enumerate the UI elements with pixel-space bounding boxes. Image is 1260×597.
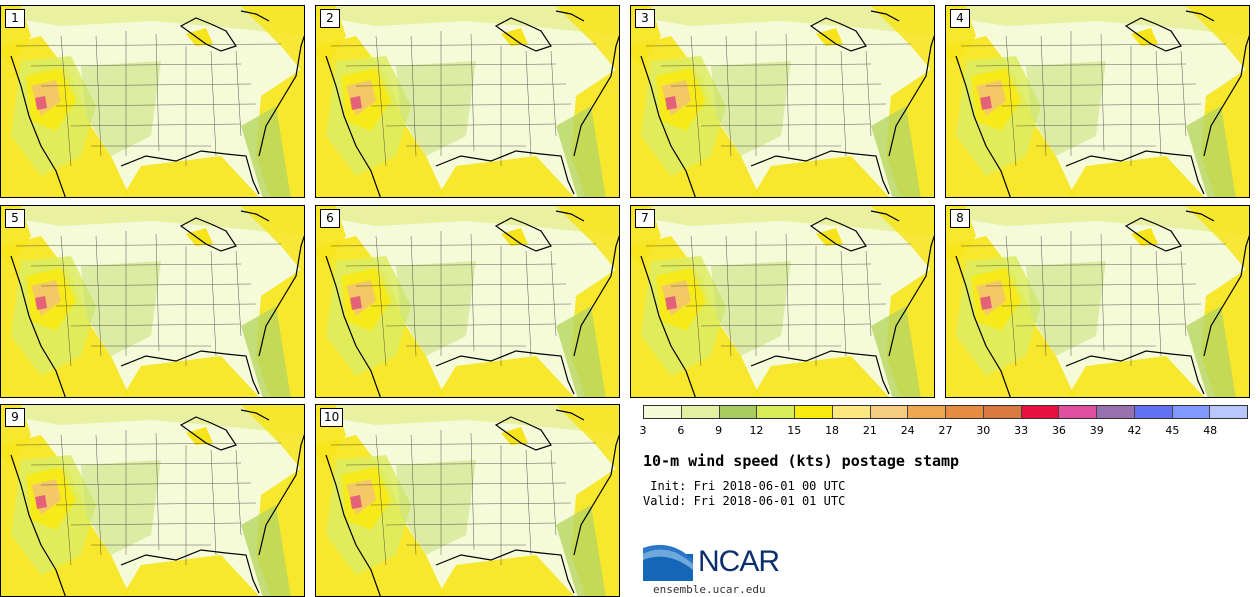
postage-stamp-10[interactable]: 10 bbox=[315, 404, 620, 597]
colorbar-tick-label: 12 bbox=[749, 424, 764, 437]
colorbar-tick-label: 39 bbox=[1089, 424, 1104, 437]
colorbar-swatch bbox=[718, 406, 757, 418]
colorbar-tick-label: 18 bbox=[825, 424, 840, 437]
colorbar-swatch bbox=[831, 406, 870, 418]
colorbar-swatch bbox=[982, 406, 1021, 418]
colorbar-swatch bbox=[680, 406, 719, 418]
stamp-number-label: 10 bbox=[320, 408, 344, 427]
colorbar-tick-label: 9 bbox=[715, 424, 723, 437]
map-title: 10-m wind speed (kts) postage stamp bbox=[643, 452, 960, 470]
stamp-number-label: 1 bbox=[5, 9, 25, 28]
postage-stamp-7[interactable]: 7 bbox=[630, 205, 935, 398]
colorbar-swatch bbox=[794, 406, 832, 418]
stamp-number-label: 6 bbox=[320, 209, 340, 228]
ncar-logo-icon bbox=[643, 544, 693, 581]
colorbar-swatch bbox=[756, 406, 794, 418]
colorbar-swatch bbox=[1133, 406, 1172, 418]
colorbar-tick-label: 30 bbox=[976, 424, 991, 437]
stamp-number-label: 9 bbox=[5, 408, 25, 427]
init-time: Init: Fri 2018-06-01 00 UTC bbox=[643, 479, 846, 493]
colorbar-swatch bbox=[644, 406, 681, 418]
stamp-number-label: 2 bbox=[320, 9, 340, 28]
colorbar-swatch bbox=[945, 406, 983, 418]
colorbar-swatch bbox=[1209, 406, 1247, 418]
postage-stamp-3[interactable]: 3 bbox=[630, 5, 935, 198]
site-url: ensemble.ucar.edu bbox=[653, 583, 766, 596]
postage-stamp-9[interactable]: 9 bbox=[0, 404, 305, 597]
postage-stamp-8[interactable]: 8 bbox=[945, 205, 1250, 398]
colorbar-tick-label: 6 bbox=[677, 424, 685, 437]
colorbar-swatch bbox=[1096, 406, 1134, 418]
colorbar-tick-label: 24 bbox=[900, 424, 915, 437]
colorbar-tick-label: 42 bbox=[1127, 424, 1142, 437]
colorbar-swatch bbox=[1171, 406, 1210, 418]
postage-stamp-6[interactable]: 6 bbox=[315, 205, 620, 398]
colorbar-tick-label: 48 bbox=[1203, 424, 1218, 437]
stamp-number-label: 5 bbox=[5, 209, 25, 228]
colorbar bbox=[643, 405, 1248, 419]
colorbar-tick-label: 21 bbox=[862, 424, 877, 437]
colorbar-tick-label: 15 bbox=[787, 424, 802, 437]
postage-stamp-5[interactable]: 5 bbox=[0, 205, 305, 398]
colorbar-tick-label: 27 bbox=[938, 424, 953, 437]
valid-time: Valid: Fri 2018-06-01 01 UTC bbox=[643, 494, 846, 508]
stamp-number-label: 8 bbox=[950, 209, 970, 228]
stamp-number-label: 7 bbox=[635, 209, 655, 228]
ncar-logo-text: NCAR bbox=[698, 545, 780, 578]
colorbar-swatch bbox=[907, 406, 945, 418]
colorbar-tick-label: 45 bbox=[1165, 424, 1180, 437]
postage-stamp-2[interactable]: 2 bbox=[315, 5, 620, 198]
colorbar-swatch bbox=[1058, 406, 1096, 418]
stamp-number-label: 4 bbox=[950, 9, 970, 28]
colorbar-swatch bbox=[869, 406, 908, 418]
colorbar-tick-label: 33 bbox=[1014, 424, 1029, 437]
colorbar-tick-label: 3 bbox=[639, 424, 647, 437]
colorbar-swatch bbox=[1020, 406, 1059, 418]
postage-stamp-1[interactable]: 1 bbox=[0, 5, 305, 198]
colorbar-tick-label: 36 bbox=[1051, 424, 1066, 437]
stamp-number-label: 3 bbox=[635, 9, 655, 28]
postage-stamp-4[interactable]: 4 bbox=[945, 5, 1250, 198]
